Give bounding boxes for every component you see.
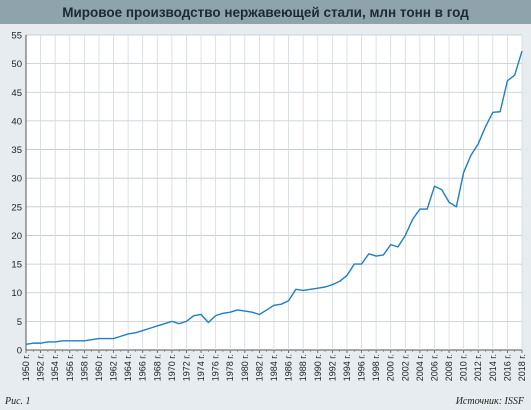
y-tick-label: 0 [17, 346, 22, 357]
y-tick-label: 30 [11, 174, 22, 185]
x-tick-label: 1996 г. [357, 354, 367, 381]
x-tick-label: 1960 г. [94, 354, 104, 381]
x-tick-label: 1982 г. [254, 354, 264, 381]
x-tick-label: 1950 г. [21, 354, 31, 381]
y-tick-label: 25 [11, 202, 22, 213]
x-tick-label: 1970 г. [167, 354, 177, 381]
y-tick-label: 10 [11, 288, 22, 299]
y-tick-label: 5 [17, 317, 22, 328]
x-tick-label: 1958 г. [79, 354, 89, 381]
x-tick-label: 2012 г. [473, 354, 483, 381]
x-tick-label: 1972 г. [181, 354, 191, 381]
x-tick-label: 2016 г. [502, 354, 512, 381]
x-tick-label: 2008 г. [444, 354, 454, 381]
x-tick-label: 1956 г. [65, 354, 75, 381]
x-tick-label: 2010 г. [459, 354, 469, 381]
y-tick-label: 50 [11, 59, 22, 70]
x-tick-label: 2000 г. [386, 354, 396, 381]
x-tick-label: 1988 г. [298, 354, 308, 381]
chart-title: Мировое производство нержавеющей стали, … [62, 4, 469, 20]
x-tick-label: 1992 г. [327, 354, 337, 381]
x-tick-label: 1968 г. [152, 354, 162, 381]
x-tick-label: 2004 г. [415, 354, 425, 381]
source-note: Источник: ISSF [455, 396, 524, 407]
x-tick-label: 1954 г. [50, 354, 60, 381]
x-tick-label: 1980 г. [240, 354, 250, 381]
x-tick-label: 2018 г. [517, 354, 527, 381]
x-tick-label: 2002 г. [400, 354, 410, 381]
figure-label: Рис. 1 [5, 396, 31, 407]
y-tick-label: 55 [11, 31, 22, 42]
x-tick-label: 1990 г. [313, 354, 323, 381]
y-tick-label: 45 [11, 88, 22, 99]
line-chart: 0 5 10 15 20 25 30 35 40 45 50 55 1950 г. 1952 г. 1954… [11, 31, 527, 382]
x-tick-label: 1998 г. [371, 354, 381, 381]
chart-header: Мировое производство нержавеющей стали, … [0, 0, 531, 24]
y-tick-label: 20 [11, 231, 22, 242]
x-tick-label: 1978 г. [225, 354, 235, 381]
x-tick-label: 1974 г. [196, 354, 206, 381]
x-tick-label: 1994 г. [342, 354, 352, 381]
series-line [25, 50, 523, 345]
x-tick-label: 1952 г. [36, 354, 46, 381]
x-tick-label: 2014 г. [488, 354, 498, 381]
y-tick-label: 35 [11, 145, 22, 156]
y-tick-label: 15 [11, 260, 22, 271]
x-tick-label: 2006 г. [429, 354, 439, 381]
x-tick-label: 1986 г. [284, 354, 294, 381]
x-tick-label: 1984 г. [269, 354, 279, 381]
x-tick-label: 1962 г. [109, 354, 119, 381]
x-tick-label: 1966 г. [138, 354, 148, 381]
x-tick-label: 1976 г. [211, 354, 221, 381]
x-tick-label: 1964 г. [123, 354, 133, 381]
y-tick-label: 40 [11, 116, 22, 127]
